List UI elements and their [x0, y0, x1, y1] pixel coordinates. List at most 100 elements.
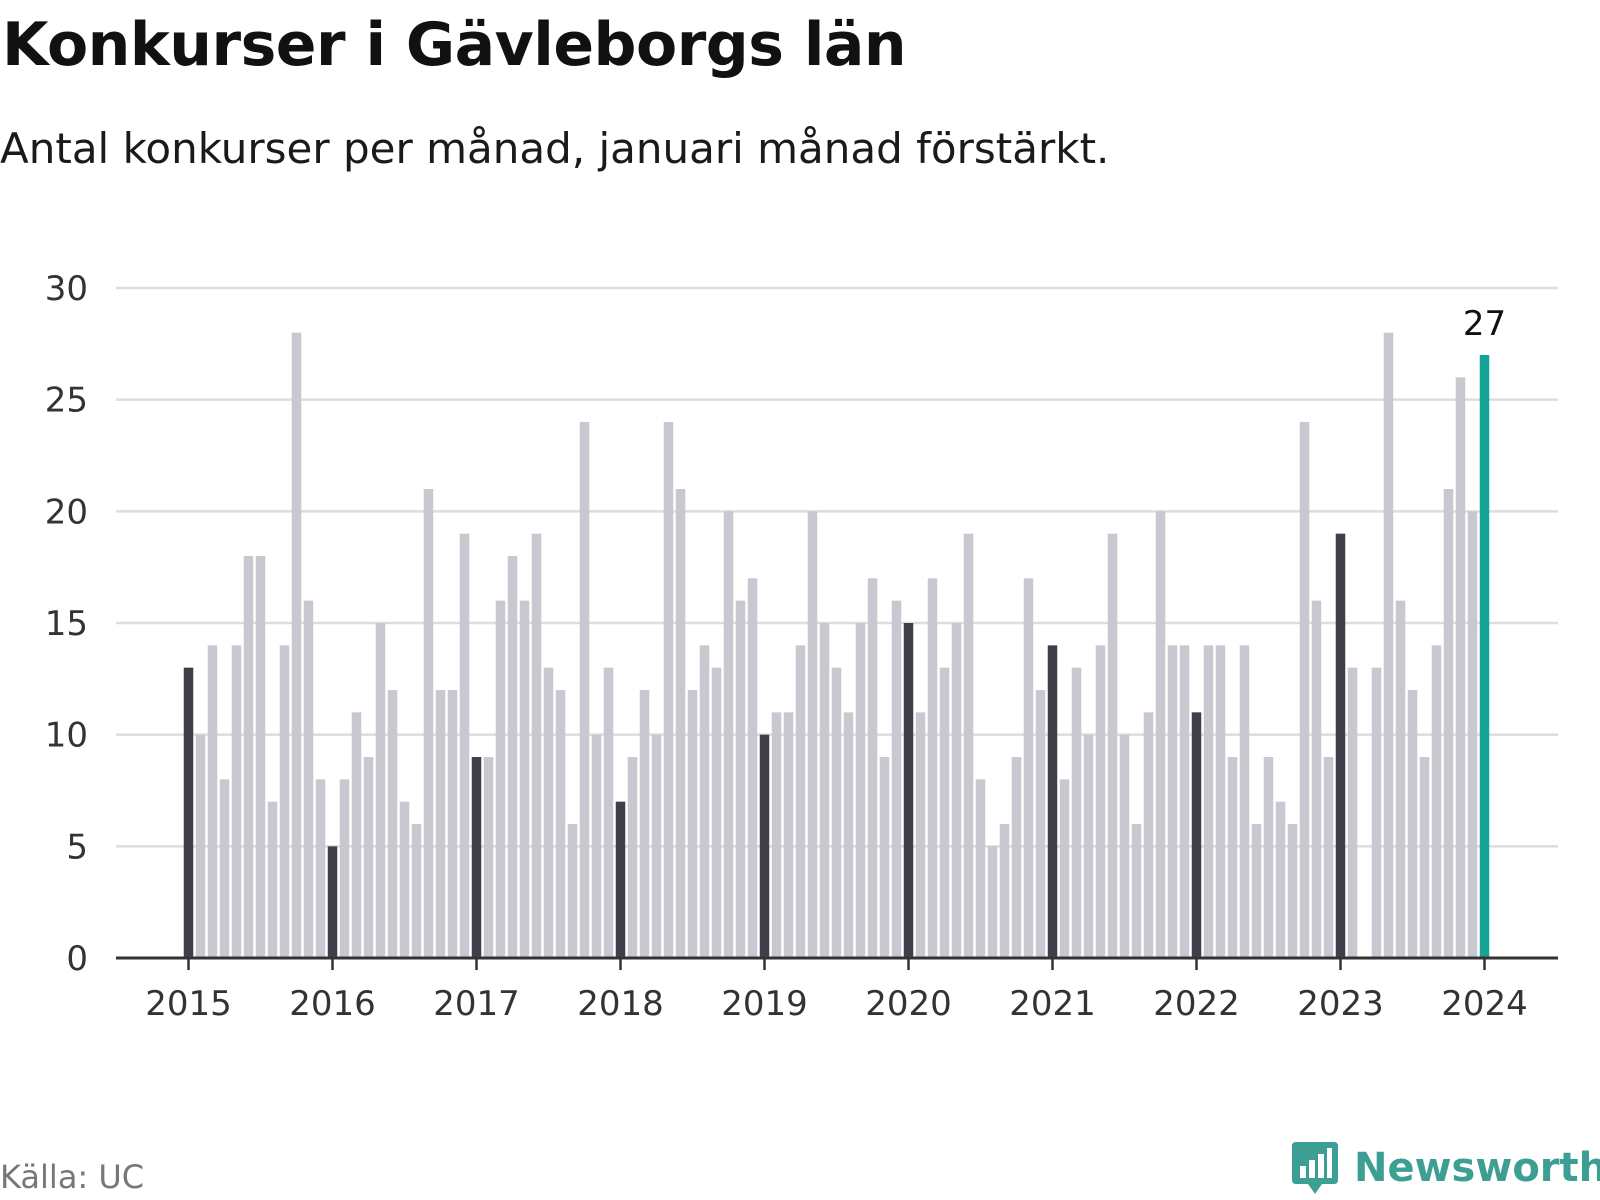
bar	[1095, 645, 1106, 958]
bar	[1035, 690, 1046, 958]
bar	[723, 511, 734, 958]
bar	[1467, 511, 1478, 958]
bar	[843, 712, 854, 958]
bar	[807, 511, 818, 958]
bar	[1347, 667, 1358, 958]
bar	[207, 645, 218, 958]
bar	[1431, 645, 1442, 958]
bar	[195, 734, 206, 958]
bar	[1395, 600, 1406, 958]
chart-title: Konkurser i Gävleborgs län	[2, 10, 907, 80]
bar	[447, 690, 458, 958]
january-bar	[1191, 712, 1202, 958]
bar	[855, 623, 866, 958]
bar	[363, 757, 374, 958]
bar	[603, 667, 614, 958]
bar	[399, 801, 410, 958]
bar	[1383, 332, 1394, 959]
bar	[411, 824, 422, 958]
brand-logo: Newsworthy	[1290, 1140, 1600, 1196]
bar	[639, 690, 650, 958]
january-bar	[1335, 533, 1346, 958]
bar	[519, 600, 530, 958]
x-tick-label: 2018	[577, 984, 664, 1024]
january-bar	[759, 734, 770, 958]
bar	[879, 757, 890, 958]
bar	[915, 712, 926, 958]
bar	[1143, 712, 1154, 958]
y-tick-label: 0	[66, 939, 88, 979]
bar	[1443, 489, 1454, 958]
latest-value-label: 27	[1463, 304, 1506, 344]
x-tick-label: 2016	[289, 984, 376, 1024]
bar	[831, 667, 842, 958]
y-tick-label: 5	[66, 827, 88, 867]
bar	[1251, 824, 1262, 958]
x-tick-label: 2015	[145, 984, 232, 1024]
bar	[675, 489, 686, 958]
x-tick-label: 2021	[1009, 984, 1096, 1024]
bar	[1275, 801, 1286, 958]
bar	[1263, 757, 1274, 958]
bar	[1059, 779, 1070, 958]
bar	[771, 712, 782, 958]
bar	[1239, 645, 1250, 958]
bar	[351, 712, 362, 958]
bar	[1371, 667, 1382, 958]
bar	[483, 757, 494, 958]
bar	[1179, 645, 1190, 958]
bar	[1023, 578, 1034, 958]
bar	[1203, 645, 1214, 958]
y-tick-label: 20	[45, 492, 88, 532]
january-bar	[471, 757, 482, 958]
bar	[687, 690, 698, 958]
bar	[579, 422, 590, 958]
bar	[315, 779, 326, 958]
bar	[963, 533, 974, 958]
bar	[627, 757, 638, 958]
january-bar	[615, 801, 626, 958]
bar	[459, 533, 470, 958]
bar	[1455, 377, 1466, 958]
y-axis-ticks: 0 5 10 15 20 25 30	[45, 269, 88, 979]
bar	[1227, 757, 1238, 958]
bar	[1011, 757, 1022, 958]
bar	[1131, 824, 1142, 958]
bar	[795, 645, 806, 958]
bar	[591, 734, 602, 958]
bar	[999, 824, 1010, 958]
bar	[951, 623, 962, 958]
data-labels: 27	[1463, 304, 1506, 344]
bar	[1323, 757, 1334, 958]
bar	[1215, 645, 1226, 958]
y-tick-label: 10	[45, 716, 88, 756]
bar	[1119, 734, 1130, 958]
bar	[531, 533, 542, 958]
bar	[255, 556, 266, 958]
bar	[339, 779, 350, 958]
bar	[819, 623, 830, 958]
bar	[699, 645, 710, 958]
bar	[567, 824, 578, 958]
bar	[1287, 824, 1298, 958]
bar	[1071, 667, 1082, 958]
bar	[711, 667, 722, 958]
brand-name: Newsworthy	[1354, 1145, 1600, 1191]
bar	[663, 422, 674, 958]
bar	[507, 556, 518, 958]
bar	[651, 734, 662, 958]
bar	[435, 690, 446, 958]
x-axis-ticks: 2015 2016 2017 2018 2019 2020 2021 2022 2023 2024	[145, 958, 1528, 1024]
bar	[423, 489, 434, 958]
x-tick-label: 2019	[721, 984, 808, 1024]
bar	[1083, 734, 1094, 958]
bar	[1299, 422, 1310, 958]
chart-subtitle: Antal konkurser per månad, januari månad…	[0, 124, 1110, 173]
latest-bar	[1479, 355, 1490, 958]
bar	[783, 712, 794, 958]
bar	[891, 600, 902, 958]
bar	[291, 332, 302, 959]
bar	[939, 667, 950, 958]
bars	[183, 332, 1490, 959]
